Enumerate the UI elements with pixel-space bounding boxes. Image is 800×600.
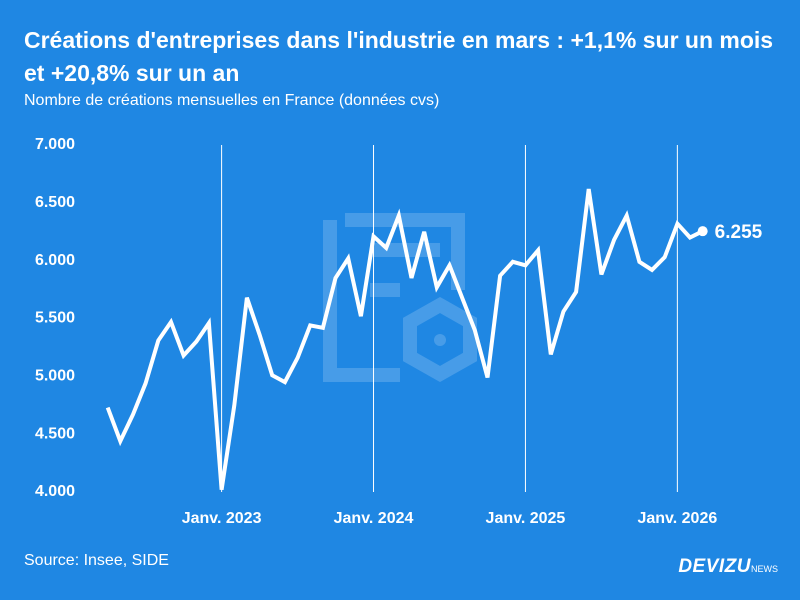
watermark — [323, 213, 477, 383]
value-label: 6.255 — [715, 222, 763, 243]
chart-subtitle: Nombre de créations mensuelles en France… — [24, 92, 440, 109]
y-tick-label: 4.000 — [35, 483, 75, 500]
x-tick-label: Janv. 2026 — [637, 510, 717, 527]
x-tick-label: Janv. 2025 — [486, 510, 566, 527]
y-tick-label: 5.500 — [35, 310, 75, 327]
y-tick-label: 6.500 — [35, 194, 75, 211]
brand-suffix: NEWS — [751, 564, 778, 574]
end-marker — [697, 226, 708, 237]
y-tick-label: 4.500 — [35, 425, 75, 442]
y-tick-label: 5.000 — [35, 368, 75, 385]
brand: DEVIZUNEWS — [678, 556, 778, 578]
source: Source: Insee, SIDE — [24, 552, 169, 569]
x-tick-label: Janv. 2023 — [182, 510, 262, 527]
x-tick-label: Janv. 2024 — [334, 510, 414, 527]
y-tick-label: 6.000 — [35, 252, 75, 269]
line — [105, 188, 704, 490]
chart-title: Créations d'entreprises dans l'industrie… — [24, 27, 774, 86]
y-tick-label: 7.000 — [35, 136, 75, 153]
brand-name: DEVIZU — [678, 556, 751, 577]
